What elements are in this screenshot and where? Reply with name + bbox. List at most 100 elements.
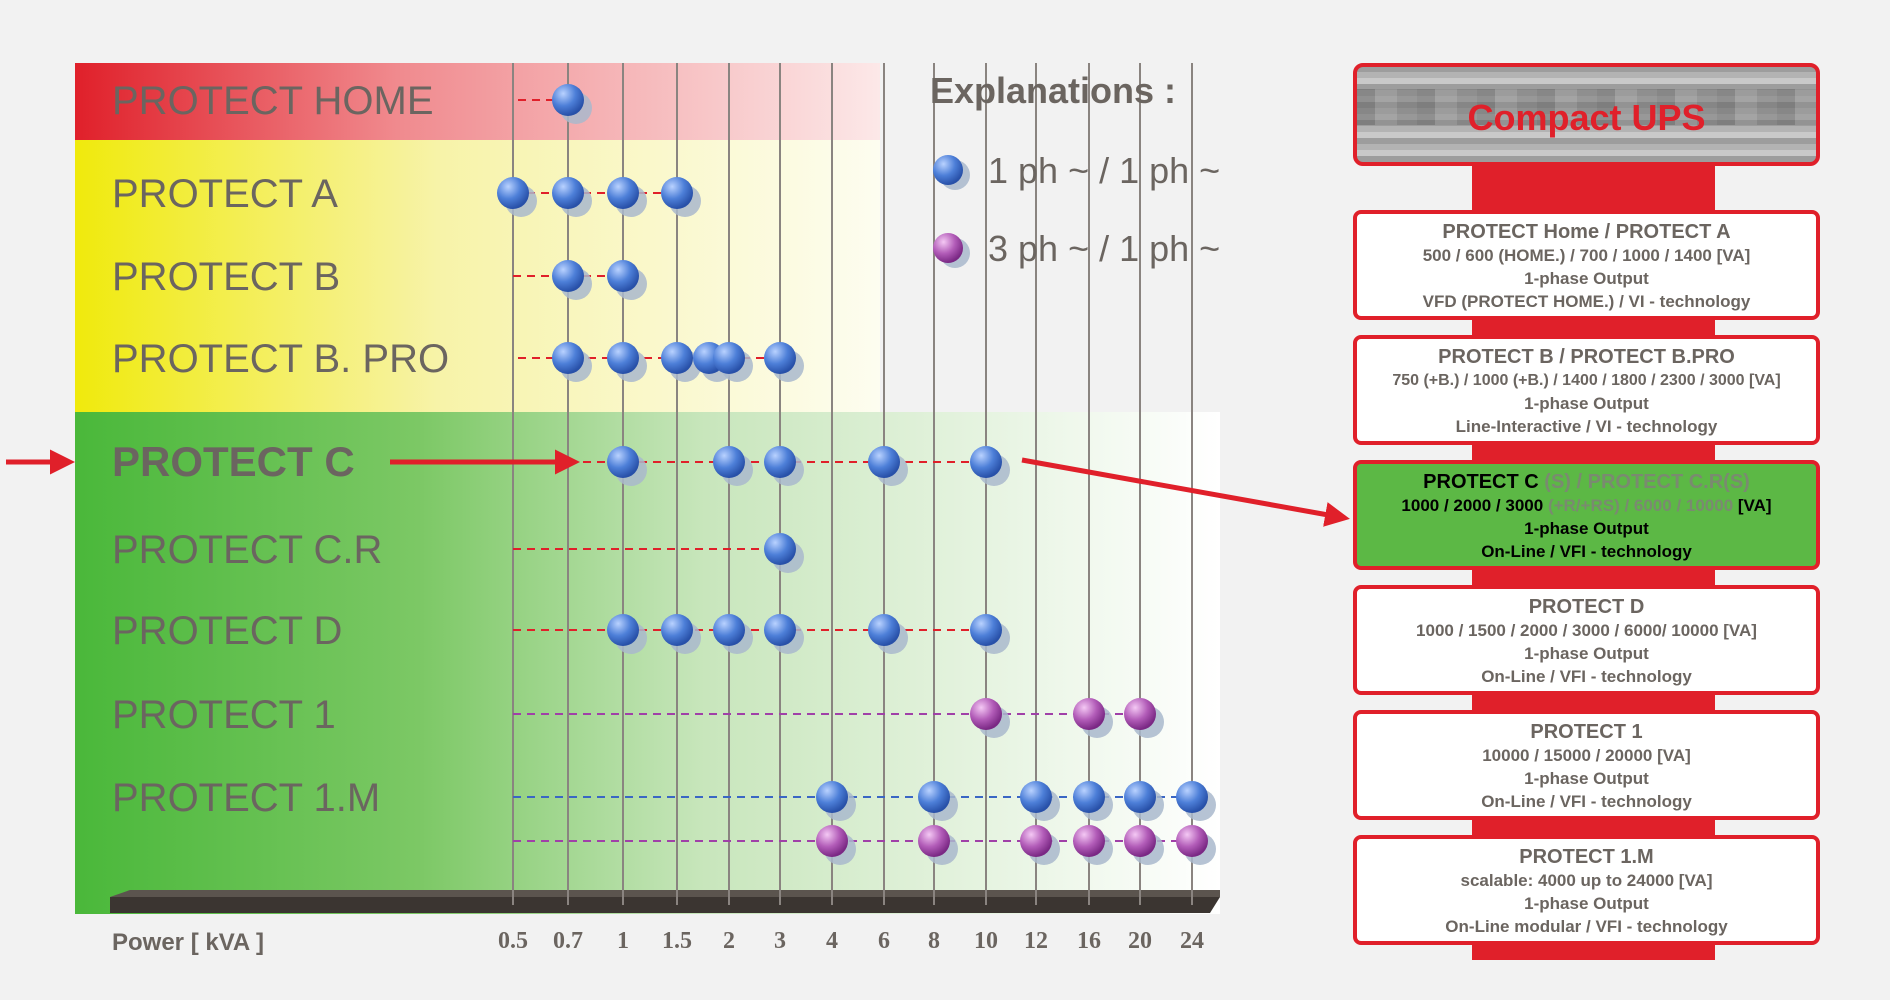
- card-line: 1-phase Output: [1524, 519, 1649, 538]
- point-marker: [764, 446, 796, 478]
- point-protect-b-pro-3-1ph: [764, 342, 804, 382]
- point-marker: [607, 177, 639, 209]
- tick-label-0-5: 0.5: [498, 928, 528, 954]
- tick-label-12: 12: [1024, 928, 1048, 954]
- card-line: scalable: 4000 up to 24000 [VA]: [1460, 871, 1713, 890]
- point-protect-d-6-1ph: [868, 614, 908, 654]
- point-marker: [607, 342, 639, 374]
- point-protect-a-0-7-1ph: [552, 177, 592, 217]
- point-protect-1-m-24-3ph: [1176, 825, 1216, 865]
- point-protect-b-0-7-1ph: [552, 260, 592, 300]
- card-title: PROTECT 1: [1530, 721, 1643, 743]
- point-marker: [764, 533, 796, 565]
- point-marker: [552, 177, 584, 209]
- point-marker: [970, 614, 1002, 646]
- point-marker: [868, 446, 900, 478]
- tick-label-4: 4: [826, 928, 838, 954]
- point-protect-d-1-1ph: [607, 614, 647, 654]
- ups-rack-image: [1357, 89, 1816, 125]
- point-protect-1-16-3ph: [1073, 698, 1113, 738]
- point-marker: [816, 825, 848, 857]
- point-protect-c-r-3-1ph: [764, 533, 804, 573]
- card-line: 750 (+B.) / 1000 (+B.) / 1400 / 1800 / 2…: [1392, 372, 1781, 389]
- tick-label-6: 6: [878, 928, 890, 954]
- tick-label-3: 3: [774, 928, 786, 954]
- point-marker: [1020, 825, 1052, 857]
- card-line: 1-phase Output: [1524, 269, 1649, 288]
- arrow-to-card-protect-c: [1021, 457, 1350, 527]
- legend-item-3ph: 3 ph ~ / 1 ph ~: [933, 228, 1220, 269]
- point-protect-d-2-1ph: [713, 614, 753, 654]
- point-marker: [918, 781, 950, 813]
- point-marker: [970, 446, 1002, 478]
- card-line-unit: [VA]: [1737, 496, 1772, 515]
- point-marker: [1124, 825, 1156, 857]
- point-protect-1-m-20-1ph: [1124, 781, 1164, 821]
- point-protect-a-1-5-1ph: [661, 177, 701, 217]
- point-protect-1-20-3ph: [1124, 698, 1164, 738]
- point-marker: [764, 342, 796, 374]
- panel-header: Compact UPS: [1353, 63, 1820, 166]
- legend-marker: [933, 155, 963, 185]
- point-protect-1-m-12-1ph: [1020, 781, 1060, 821]
- card-line: 10000 / 15000 / 20000 [VA]: [1482, 746, 1691, 765]
- card-line: 1-phase Output: [1524, 894, 1649, 913]
- row-label-protect-c-r: PROTECT C.R: [112, 528, 382, 572]
- point-protect-b-pro-1-1ph: [607, 342, 647, 382]
- point-marker: [607, 260, 639, 292]
- point-protect-c-6-1ph: [868, 446, 908, 486]
- card-protect-1: PROTECT 1 10000 / 15000 / 20000 [VA] 1-p…: [1353, 710, 1820, 820]
- card-line: 1000 / 1500 / 2000 / 3000 / 6000/ 10000 …: [1416, 621, 1757, 640]
- point-protect-c-10-1ph: [970, 446, 1010, 486]
- panel-title: Compact UPS: [1467, 97, 1706, 138]
- tick-label-8: 8: [928, 928, 940, 954]
- point-marker: [1124, 698, 1156, 730]
- card-line: 500 / 600 (HOME.) / 700 / 1000 / 1400 [V…: [1422, 246, 1751, 265]
- point-protect-b-1-1ph: [607, 260, 647, 300]
- row-label-protect-c: PROTECT C: [112, 438, 355, 485]
- point-protect-home-0-7-1ph: [552, 84, 592, 124]
- compact-ups-panel: Compact UPS PROTECT Home / PROTECT A 500…: [1350, 60, 1830, 960]
- point-protect-1-m-4-1ph: [816, 781, 856, 821]
- card-protect-home-a: PROTECT Home / PROTECT A 500 / 600 (HOME…: [1353, 210, 1820, 320]
- point-protect-a-0-5-1ph: [497, 177, 537, 217]
- row-label-protect-b: PROTECT B: [112, 255, 340, 299]
- point-marker: [661, 614, 693, 646]
- axis-floor-top: [110, 890, 1220, 897]
- card-title-variant: (S) / PROTECT C.R(S): [1544, 471, 1750, 493]
- point-marker: [607, 446, 639, 478]
- card-title: PROTECT B / PROTECT B.PRO: [1438, 346, 1735, 368]
- point-protect-c-2-1ph: [713, 446, 753, 486]
- legend-label: 1 ph ~ / 1 ph ~: [988, 150, 1220, 191]
- point-marker: [552, 260, 584, 292]
- point-protect-d-3-1ph: [764, 614, 804, 654]
- card-line: VFD (PROTECT HOME.) / VI - technology: [1422, 292, 1751, 311]
- point-marker: [1020, 781, 1052, 813]
- point-protect-1-m-8-1ph: [918, 781, 958, 821]
- row-label-protect-home: PROTECT HOME: [112, 79, 434, 123]
- point-marker: [1073, 781, 1105, 813]
- point-protect-1-m-4-3ph: [816, 825, 856, 865]
- card-protect-c: PROTECT C (S) / PROTECT C.R(S) 1000 / 20…: [1353, 460, 1820, 570]
- point-marker: [970, 698, 1002, 730]
- point-protect-d-1-5-1ph: [661, 614, 701, 654]
- card-line: 1-phase Output: [1524, 394, 1649, 413]
- card-line: On-Line / VFI - technology: [1481, 667, 1692, 686]
- tick-label-0-7: 0.7: [553, 928, 583, 954]
- row-label-protect-a: PROTECT A: [112, 172, 338, 216]
- point-marker: [816, 781, 848, 813]
- point-marker: [661, 177, 693, 209]
- card-title: PROTECT 1.M: [1519, 846, 1654, 868]
- tick-label-16: 16: [1077, 928, 1101, 954]
- band-vfd: [75, 63, 880, 140]
- point-marker: [552, 342, 584, 374]
- card-protect-1m: PROTECT 1.M scalable: 4000 up to 24000 […: [1353, 835, 1820, 945]
- tick-label-20: 20: [1128, 928, 1152, 954]
- card-line: 1-phase Output: [1524, 769, 1649, 788]
- point-marker: [607, 614, 639, 646]
- point-protect-c-1-1ph: [607, 446, 647, 486]
- card-protect-d: PROTECT D 1000 / 1500 / 2000 / 3000 / 60…: [1353, 585, 1820, 695]
- point-protect-1-m-16-1ph: [1073, 781, 1113, 821]
- x-axis-label: Power [ kVA ]: [112, 929, 264, 956]
